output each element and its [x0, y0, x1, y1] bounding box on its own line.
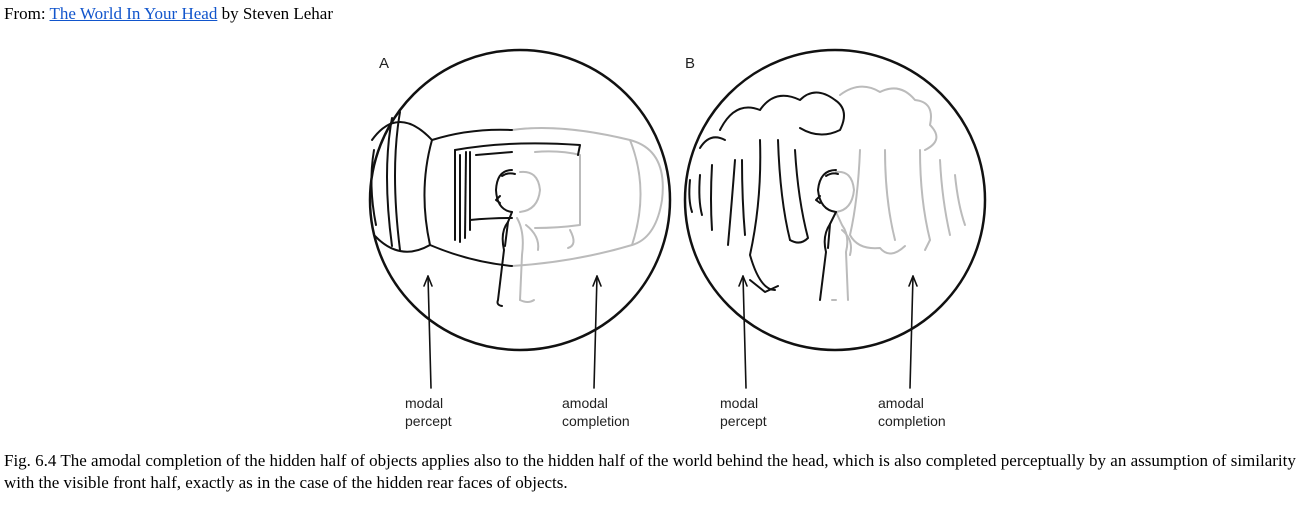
panel-a-modal-line1: modal: [405, 395, 444, 411]
panel-b-amodal-annotation: amodal completion: [878, 394, 946, 430]
source-prefix: From:: [4, 4, 46, 23]
panel-a-amodal-line2: completion: [562, 413, 630, 429]
panel-a-amodal-line1: amodal: [562, 395, 608, 411]
panel-a-label: A: [379, 55, 390, 72]
panel-b-modal-annotation: modal percept: [720, 394, 767, 430]
panel-a-drawing: [368, 48, 672, 389]
panel-a-modal-line2: percept: [405, 413, 452, 429]
panel-b-drawing: [683, 48, 987, 389]
source-author: by Steven Lehar: [221, 4, 333, 23]
source-line: From: The World In Your Head by Steven L…: [4, 4, 333, 24]
panel-b-label: B: [685, 55, 696, 72]
panel-b-amodal-line2: completion: [878, 413, 946, 429]
figure-illustration: [368, 48, 987, 389]
figure-caption: Fig. 6.4 The amodal completion of the hi…: [4, 451, 1296, 492]
panel-b-modal-line2: percept: [720, 413, 767, 429]
panel-a-modal-annotation: modal percept: [405, 394, 452, 430]
panel-b-modal-line1: modal: [720, 395, 759, 411]
panel-b-amodal-line1: amodal: [878, 395, 924, 411]
panel-a-amodal-annotation: amodal completion: [562, 394, 630, 430]
book-link[interactable]: The World In Your Head: [49, 4, 218, 23]
